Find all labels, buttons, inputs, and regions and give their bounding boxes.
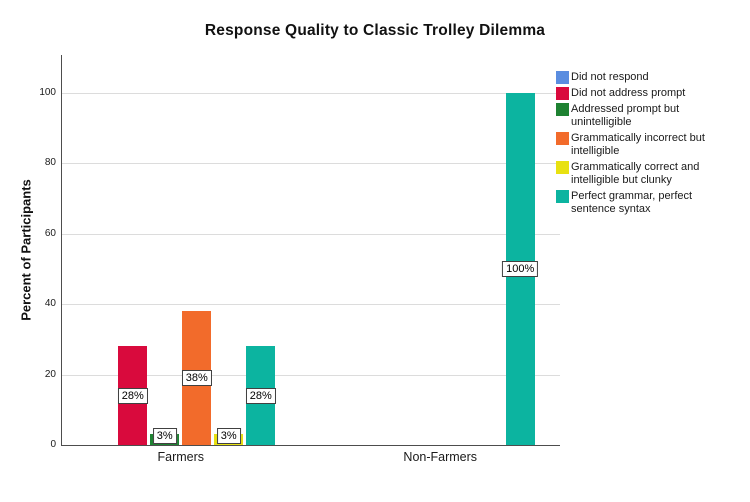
legend-item: Addressed prompt but unintelligible (556, 103, 705, 129)
legend-label: Did not respond (571, 71, 649, 83)
legend: Did not respond Did not address prompt Add… (556, 71, 705, 216)
bar-value-label: 3% (152, 428, 177, 444)
legend-label: Did not address prompt (571, 87, 686, 99)
x-category-label: Non-Farmers (403, 450, 478, 464)
chart-title: Response Quality to Classic Trolley Dile… (204, 22, 546, 39)
bar-value-label: 100% (502, 261, 539, 277)
gridline (61, 163, 560, 165)
legend-item: Perfect grammar, perfect sentence syntax (556, 190, 705, 216)
legend-item: Grammatically incorrect but intelligible (556, 132, 705, 158)
bar-value-label: 28% (245, 387, 276, 404)
legend-swatch (556, 87, 569, 100)
y-tick-label: 20 (44, 368, 56, 380)
legend-swatch (556, 71, 569, 84)
legend-swatch (556, 161, 569, 174)
y-tick-label: 40 (44, 298, 56, 310)
x-category-label: Farmers (157, 450, 205, 464)
bar-value-label: 28% (117, 387, 148, 404)
legend-swatch (556, 190, 569, 203)
x-axis-line (61, 445, 560, 446)
y-tick-label: 100 (39, 87, 56, 98)
legend-swatch (556, 103, 569, 116)
legend-swatch (556, 132, 569, 145)
y-tick-label: 0 (50, 439, 56, 450)
gridline (61, 93, 560, 94)
bar-value-label: 3% (216, 428, 241, 444)
legend-label: Grammatically incorrect but intelligible (571, 132, 705, 157)
legend-item: Did not address prompt (556, 87, 705, 100)
bar-value-label: 38% (181, 370, 212, 387)
legend-label: Perfect grammar, perfect sentence syntax (571, 190, 693, 215)
y-tick-label: 80 (44, 157, 56, 169)
legend-label: Grammatically correct and intelligible bu… (571, 161, 700, 186)
legend-item: Did not respond (556, 71, 705, 84)
legend-item: Grammatically correct and intelligible bu… (556, 161, 705, 187)
y-tick-label: 60 (44, 227, 56, 239)
y-axis-line (61, 55, 62, 445)
gridline (61, 233, 560, 235)
gridline (61, 374, 560, 376)
legend-label: Addressed prompt but unintelligible (571, 103, 680, 128)
gridline (61, 304, 560, 306)
